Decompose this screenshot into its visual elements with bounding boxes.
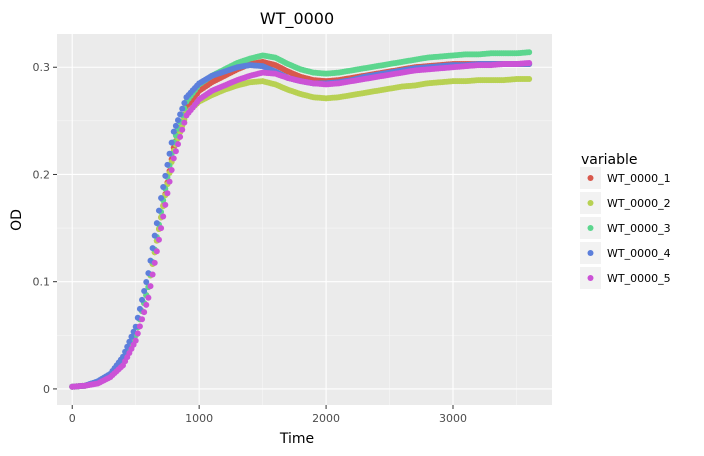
data-point <box>160 213 167 220</box>
data-point <box>181 99 188 106</box>
data-point <box>166 178 173 185</box>
x-tick-label: 3000 <box>439 412 467 425</box>
legend-key <box>587 275 594 281</box>
data-point <box>151 259 158 266</box>
legend-label: WT_0000_5 <box>607 272 671 285</box>
data-point <box>153 248 160 255</box>
data-point <box>170 155 177 162</box>
legend-key <box>587 200 594 206</box>
legend-label: WT_0000_3 <box>607 222 671 235</box>
data-point <box>177 111 184 118</box>
chart-title: WT_0000 <box>260 9 334 29</box>
legend-label: WT_0000_4 <box>607 247 671 260</box>
data-point <box>158 195 165 202</box>
data-point <box>526 59 533 66</box>
data-point <box>168 139 175 146</box>
data-point <box>164 190 171 197</box>
data-point <box>141 309 148 316</box>
data-point <box>132 337 139 344</box>
legend-key <box>587 225 594 231</box>
x-tick-label: 0 <box>69 412 76 425</box>
data-point <box>151 232 158 239</box>
data-points <box>69 49 533 390</box>
y-tick-label: 0.2 <box>33 168 51 181</box>
data-point <box>145 294 152 301</box>
data-point <box>177 133 184 140</box>
y-tick-label: 0.1 <box>33 276 51 289</box>
legend-label: WT_0000_2 <box>607 197 671 210</box>
legend: variable WT_0000_1 WT_0000_2 WT_0000_3 WT_0… <box>580 152 671 289</box>
data-point <box>526 76 533 83</box>
data-point <box>166 150 173 157</box>
x-tick-label: 2000 <box>312 412 340 425</box>
data-point <box>153 220 160 227</box>
data-point <box>155 236 162 243</box>
data-point <box>126 338 133 345</box>
series-WT_0000_5 <box>69 59 533 390</box>
y-axis: 0 0.1 0.2 0.3 <box>33 61 57 396</box>
data-point <box>158 225 165 232</box>
x-axis: 0 1000 2000 3000 <box>69 405 467 425</box>
data-point <box>181 119 188 126</box>
data-point <box>172 148 179 155</box>
data-point <box>139 316 146 323</box>
data-point <box>168 166 175 173</box>
data-point <box>155 207 162 214</box>
data-point <box>179 105 186 112</box>
data-point <box>179 126 186 133</box>
y-axis-title: OD <box>9 209 25 231</box>
data-point <box>139 296 146 303</box>
data-point <box>136 305 143 312</box>
data-point <box>170 128 177 135</box>
y-tick-label: 0.3 <box>33 61 51 74</box>
grid-minor <box>57 34 552 405</box>
data-point <box>162 201 169 208</box>
data-point <box>141 287 148 294</box>
x-axis-title: Time <box>279 431 314 447</box>
data-point <box>162 172 169 179</box>
data-point <box>149 271 156 278</box>
legend-key <box>587 175 594 181</box>
data-point <box>164 161 171 168</box>
y-tick-label: 0 <box>43 383 50 396</box>
data-point <box>175 117 181 124</box>
data-point <box>128 333 135 340</box>
data-point <box>172 122 179 129</box>
data-point <box>175 141 181 148</box>
legend-key <box>587 250 594 256</box>
series-WT_0000_3 <box>69 49 533 390</box>
data-point <box>143 279 150 286</box>
data-point <box>136 323 143 330</box>
data-point <box>134 330 141 337</box>
x-tick-label: 1000 <box>185 412 213 425</box>
legend-label: WT_0000_1 <box>607 172 671 185</box>
data-point <box>143 301 150 308</box>
data-point <box>147 283 154 290</box>
data-point <box>526 49 533 56</box>
data-point <box>149 245 156 252</box>
data-point <box>160 183 167 190</box>
legend-title: variable <box>581 152 637 168</box>
grid-major <box>57 34 552 405</box>
